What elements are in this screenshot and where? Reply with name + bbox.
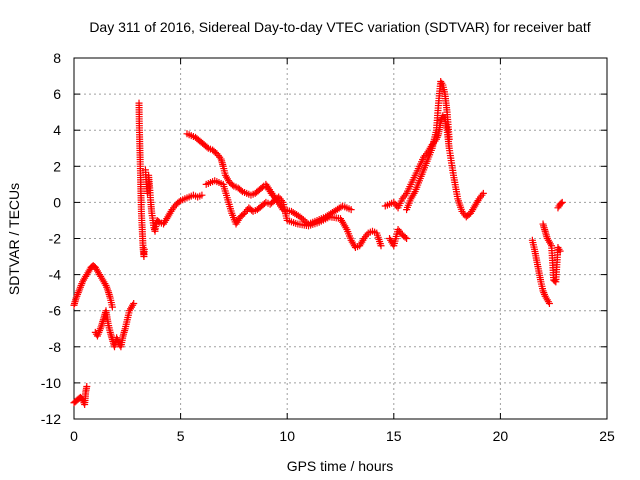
y-tick-label: -8 (49, 339, 62, 355)
y-tick-label: 0 (53, 194, 61, 210)
data-point (555, 245, 563, 253)
series-seg-evening-top (403, 77, 453, 214)
x-tick-label: 0 (70, 428, 78, 444)
data-point (401, 233, 409, 241)
data-point (198, 191, 206, 199)
y-tick-label: -4 (49, 267, 62, 283)
data-point (83, 383, 91, 391)
y-tick-label: -12 (41, 411, 61, 427)
data-point (228, 181, 236, 189)
x-tick-label: 15 (386, 428, 402, 444)
series-seg-night-b (539, 220, 564, 286)
x-tick-label: 20 (493, 428, 509, 444)
grid (74, 58, 607, 419)
y-tick-label: 4 (53, 122, 61, 138)
data-point (551, 277, 559, 285)
data-point (558, 198, 566, 206)
x-axis-label: GPS time / hours (287, 458, 394, 474)
y-axis-label: SDTVAR / TECUs (6, 183, 22, 295)
y-tick-label: -6 (49, 303, 62, 319)
data-point (556, 247, 564, 255)
data-point (377, 242, 385, 250)
data-point (347, 206, 355, 214)
y-tick-label: 2 (53, 158, 61, 174)
series-seg-night-a (528, 236, 553, 307)
data-point (545, 299, 553, 307)
series-seg-spike-b (141, 166, 206, 235)
x-tick-label: 10 (279, 428, 295, 444)
series-seg-morning-rise (70, 262, 116, 311)
data-point (445, 135, 453, 143)
axes: 0 5 10 15 20 25 -12 -10 -8 -6 -4 -2 0 2 4 6 8 (41, 50, 615, 444)
data-point (108, 303, 116, 311)
data-point (203, 143, 211, 151)
y-tick-label: 6 (53, 86, 61, 102)
data-point (237, 186, 245, 194)
data-point (479, 189, 487, 197)
x-tick-label: 5 (177, 428, 185, 444)
series-seg-spike-a (135, 99, 148, 261)
series-seg-midday-low (202, 177, 385, 252)
series-seg-midday-high (183, 130, 276, 199)
series-seg-early-drop (70, 383, 91, 409)
data-point (140, 245, 148, 253)
data-point (403, 235, 411, 242)
data-series (70, 77, 566, 409)
y-tick-label: -2 (49, 231, 62, 247)
chart-title: Day 311 of 2016, Sidereal Day-to-day VTE… (89, 19, 590, 35)
series-seg-morning-dip (91, 299, 138, 351)
series-seg-night-c (554, 198, 566, 212)
y-tick-label: 8 (53, 50, 61, 66)
data-point (557, 199, 565, 207)
series-seg-evening-low (386, 225, 411, 250)
data-point (130, 299, 138, 307)
y-tick-label: -10 (41, 375, 61, 391)
data-point (175, 198, 183, 206)
series-seg-afternoon (262, 180, 355, 228)
x-tick-label: 25 (599, 428, 615, 444)
